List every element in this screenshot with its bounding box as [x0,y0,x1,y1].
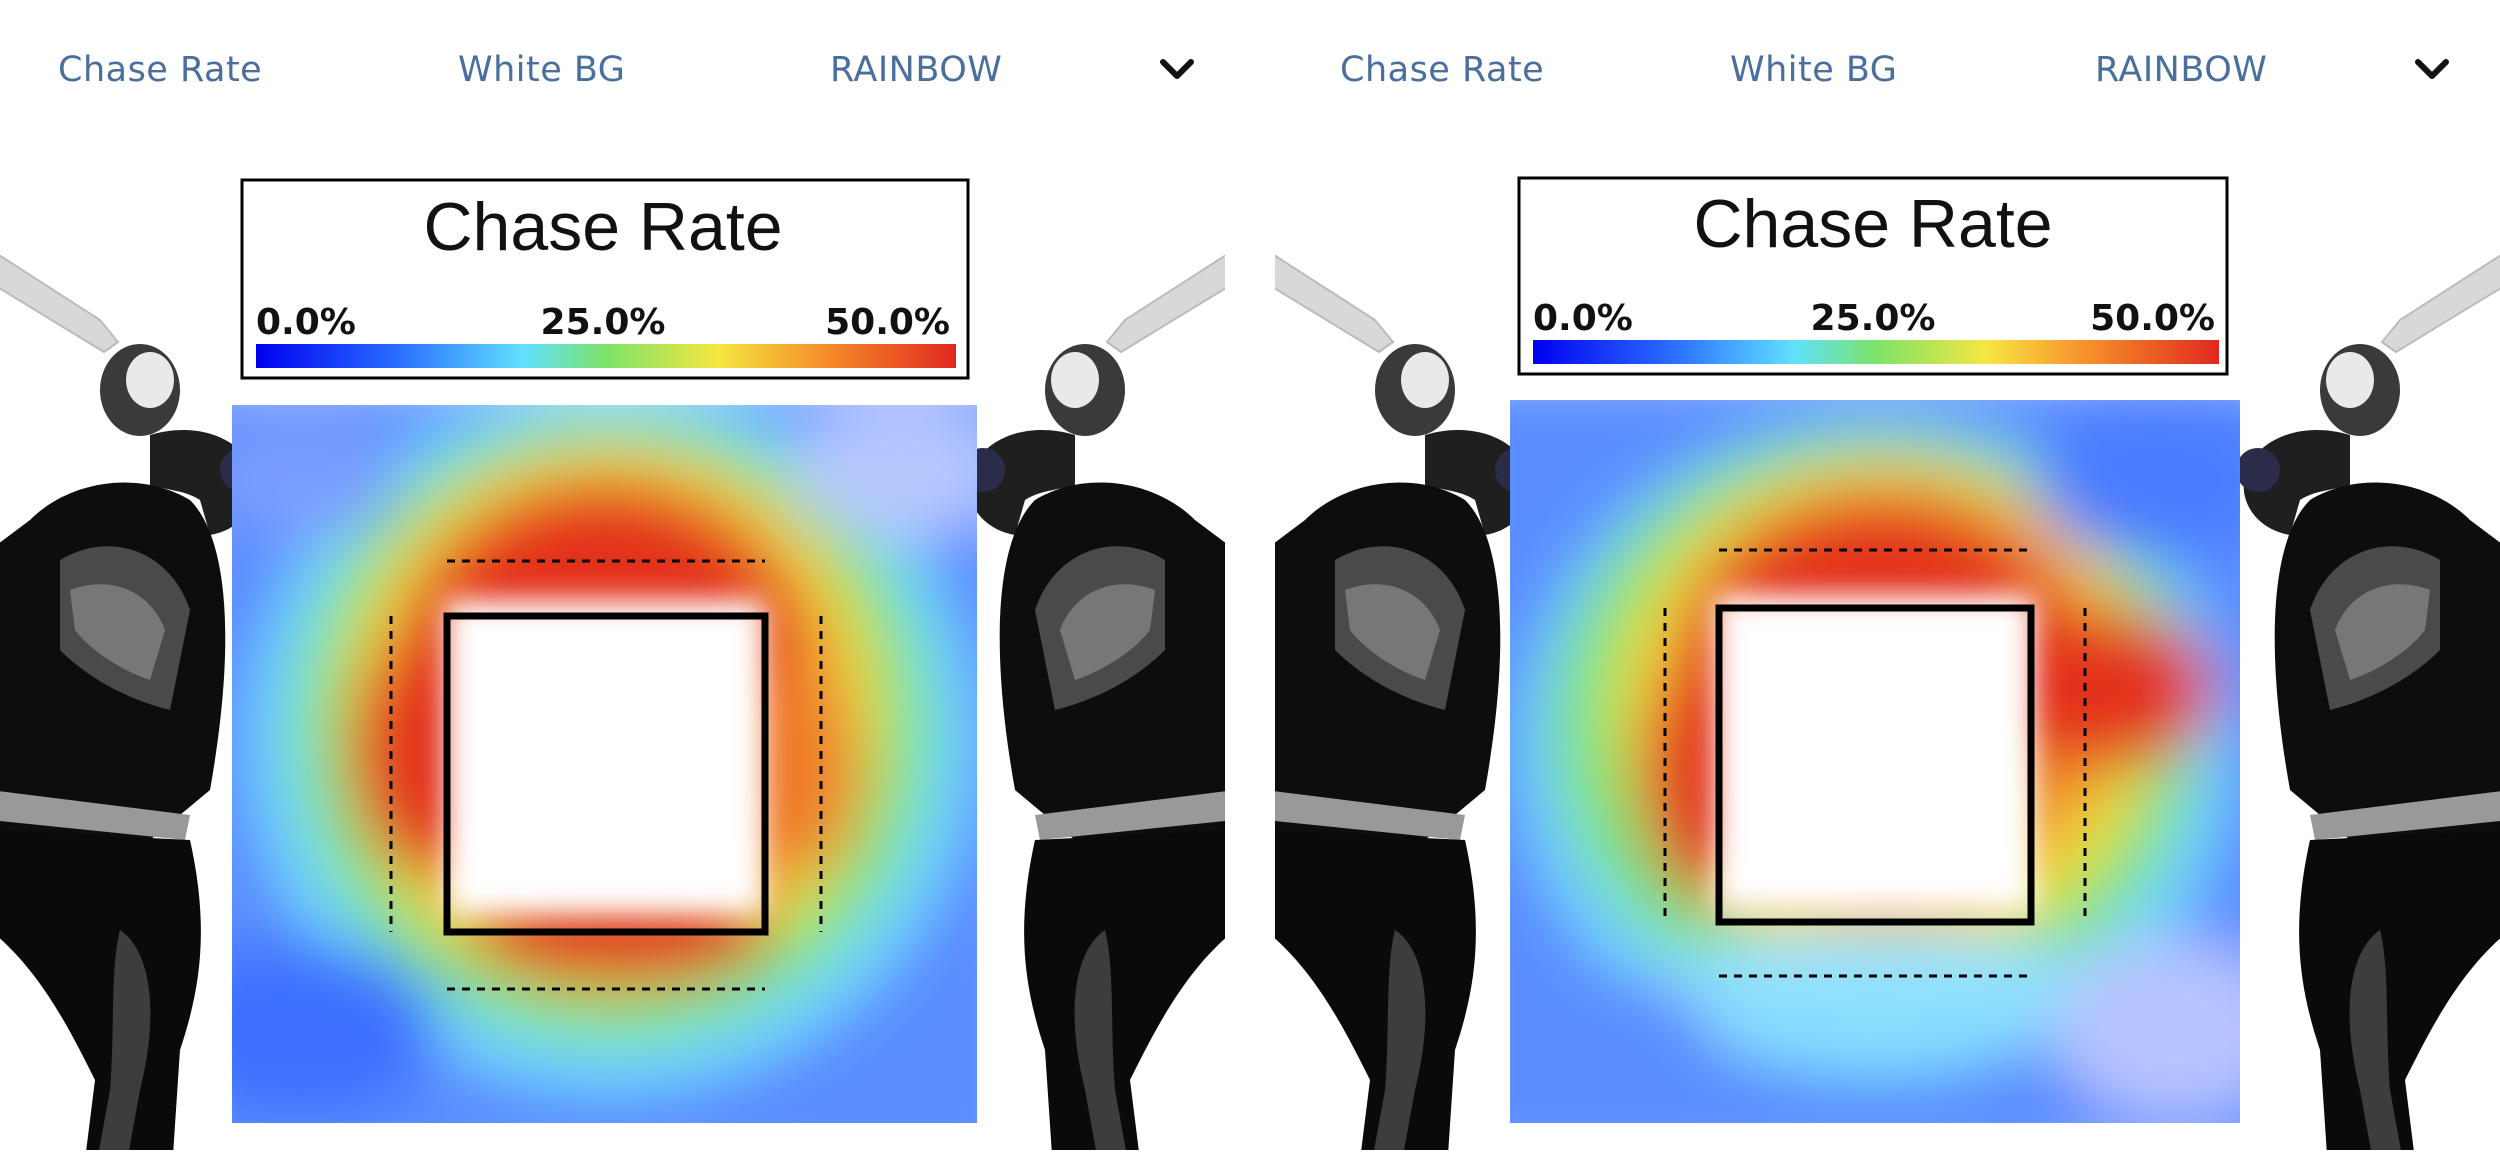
colorbar-tick-mid: 25.0% [541,302,666,343]
batter-silhouette-icon [2235,229,2500,1150]
colorbar-tick-min: 0.0% [1533,298,1633,339]
heatmap-area [1510,400,2240,1123]
colorbar-tick-mid: 25.0% [1811,298,1936,339]
heatmap-panel-right: Chase Rate White BG RAINBOW [1275,0,2500,1158]
chase-rate-chart: Chase Rate 0.0% 25.0% 50.0% [0,178,1225,1150]
colorbar [256,344,956,368]
strike-zone [389,559,823,991]
colorbar-tick-min: 0.0% [256,302,356,343]
chase-rate-chart: Chase Rate 0.0% 25.0% 50.0% [1275,176,2500,1150]
chevron-down-icon[interactable] [1155,48,1199,92]
chevron-down-icon[interactable] [2410,48,2454,92]
legend-title: Chase Rate [423,189,782,265]
colorbar-legend: Chase Rate 0.0% 25.0% 50.0% [1517,176,2229,376]
batter-silhouette-icon [0,229,265,1150]
batter-silhouette-icon [1275,229,1540,1150]
colorbar [1533,340,2219,364]
background-dropdown[interactable]: White BG [1730,50,1898,90]
colorbar-tick-max: 50.0% [825,302,950,343]
metric-dropdown[interactable]: Chase Rate [1340,50,1545,90]
strike-zone [1663,548,2087,978]
colormap-dropdown[interactable]: RAINBOW [2095,50,2268,90]
background-dropdown[interactable]: White BG [458,50,626,90]
metric-dropdown[interactable]: Chase Rate [58,50,263,90]
legend-title: Chase Rate [1693,186,2052,262]
colorbar-legend: Chase Rate 0.0% 25.0% 50.0% [240,178,970,380]
heatmap-area [232,405,977,1123]
colormap-dropdown[interactable]: RAINBOW [830,50,1003,90]
colorbar-tick-max: 50.0% [2090,298,2215,339]
batter-silhouette-icon [960,229,1225,1150]
heatmap-panel-left: Chase Rate White BG RAINBOW [0,0,1225,1158]
